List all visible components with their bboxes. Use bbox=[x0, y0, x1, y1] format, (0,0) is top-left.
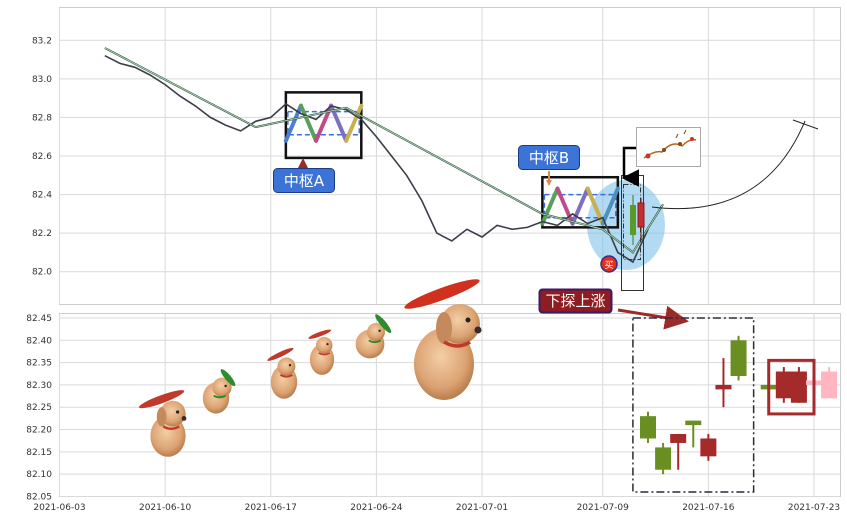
probe-callout: 下探上涨 bbox=[538, 288, 689, 330]
bottom-annotation-boxes bbox=[632, 317, 816, 493]
pivot-zigzag-segment bbox=[600, 186, 620, 226]
dashed-range-box bbox=[632, 317, 755, 493]
candle-body bbox=[775, 371, 792, 399]
puppy-2 bbox=[202, 369, 236, 414]
bottom-xtick-label: 2021-07-23 bbox=[788, 503, 840, 513]
pivot-zigzag-segment bbox=[298, 103, 319, 143]
candle-body bbox=[821, 371, 838, 399]
series-line-price bbox=[104, 54, 649, 264]
candle-body bbox=[670, 434, 687, 443]
top-ytick-label: 82.4 bbox=[32, 191, 52, 201]
pivot-a-callout: 中枢A bbox=[273, 158, 335, 193]
pivot-b-callout: 中枢B bbox=[518, 145, 580, 186]
top-ytick-label: 82.8 bbox=[32, 113, 52, 123]
puppy-6 bbox=[404, 279, 482, 400]
top-y-axis: 82.0 82.2 82.4 82.6 82.8 83.0 83.2 bbox=[32, 36, 52, 277]
puppy-4 bbox=[308, 329, 335, 375]
candle-body bbox=[685, 420, 702, 426]
bottom-y-axis: 82.05 82.10 82.15 82.20 82.25 82.30 82.35 82.40… bbox=[26, 314, 52, 503]
bottom-xtick-label: 2021-06-17 bbox=[245, 503, 297, 513]
candle-body bbox=[715, 384, 732, 390]
projection-arc-tip bbox=[792, 119, 819, 130]
probe-label: 下探上涨 bbox=[545, 292, 605, 310]
bottom-ytick-label: 82.25 bbox=[26, 403, 52, 413]
top-ytick-label: 82.0 bbox=[32, 268, 52, 278]
reindeer-sleigh-icon bbox=[636, 127, 701, 167]
pivot-a-label: 中枢A bbox=[284, 172, 325, 190]
bottom-ytick-label: 82.40 bbox=[26, 336, 52, 346]
candle-body bbox=[700, 438, 717, 457]
bottom-ytick-label: 82.10 bbox=[26, 470, 52, 480]
candle-body bbox=[790, 371, 807, 403]
bottom-ytick-label: 82.05 bbox=[26, 493, 52, 503]
puppy-5 bbox=[355, 314, 392, 359]
bottom-xtick-label: 2021-06-24 bbox=[350, 503, 403, 513]
bottom-ytick-label: 82.15 bbox=[26, 448, 52, 458]
bottom-xtick-label: 2021-07-16 bbox=[682, 503, 735, 513]
pivot-zigzag-segment bbox=[570, 186, 590, 226]
pivot-zigzag-segment bbox=[344, 103, 364, 143]
bottom-xtick-label: 2021-07-01 bbox=[456, 503, 508, 513]
top-ytick-label: 82.2 bbox=[32, 229, 52, 239]
top-ytick-label: 83.0 bbox=[32, 75, 52, 85]
bottom-ytick-label: 82.45 bbox=[26, 314, 52, 324]
pivot-zigzag-segment bbox=[555, 186, 575, 226]
candle-body bbox=[640, 416, 657, 439]
projection-arc bbox=[651, 120, 806, 210]
top-ytick-label: 82.6 bbox=[32, 152, 52, 162]
focus-box bbox=[767, 358, 816, 416]
top-ytick-label: 83.2 bbox=[32, 36, 52, 46]
pivot-b-label: 中枢B bbox=[529, 149, 569, 167]
pivot-zigzag-segment bbox=[540, 186, 560, 226]
pivot-zones bbox=[283, 91, 620, 229]
price-series bbox=[104, 47, 664, 264]
series-line-stroke-highlight bbox=[104, 47, 664, 253]
mini-candles bbox=[630, 195, 645, 245]
buy-marker: 买 bbox=[600, 255, 618, 273]
buy-marker-label: 买 bbox=[604, 260, 613, 271]
highlight-ellipse bbox=[587, 180, 665, 270]
candle-body bbox=[655, 447, 672, 470]
bottom-xtick-label: 2021-07-09 bbox=[577, 503, 630, 513]
bent-arrow bbox=[621, 146, 639, 187]
puppy-3 bbox=[267, 347, 298, 399]
candle-body bbox=[730, 340, 747, 376]
bottom-ytick-label: 82.30 bbox=[26, 381, 52, 391]
bottom-xtick-label: 2021-06-10 bbox=[139, 503, 192, 513]
top-panel-grid bbox=[59, 7, 841, 305]
bottom-ytick-label: 82.20 bbox=[26, 426, 52, 436]
puppies-with-propeller-hats bbox=[139, 279, 482, 457]
pivot-box bbox=[284, 91, 363, 160]
bottom-ytick-label: 82.35 bbox=[26, 359, 52, 369]
puppy-1 bbox=[139, 390, 187, 457]
bottom-xtick-label: 2021-06-03 bbox=[33, 503, 85, 513]
pivot-box bbox=[541, 175, 620, 229]
bottom-x-axis: 2021-06-03 2021-06-10 2021-06-17 2021-06-24… bbox=[33, 503, 840, 513]
pivot-inner-box bbox=[543, 193, 617, 219]
